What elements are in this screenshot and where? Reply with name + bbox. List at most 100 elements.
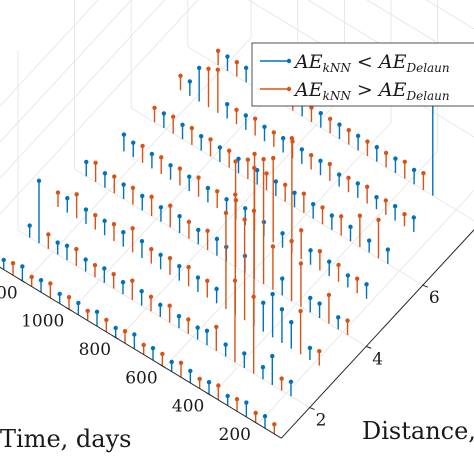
stem-marker-knn_lower — [329, 213, 335, 218]
stem-marker-knn_lower — [280, 276, 285, 281]
stem-marker-knn_lower — [411, 215, 417, 220]
stem-marker-knn_higher — [346, 175, 351, 181]
stem-marker-knn_lower — [337, 122, 342, 127]
y-tick-label: 2 — [316, 411, 327, 431]
stem-marker-knn_higher — [130, 185, 136, 191]
y-tick-label: 6 — [429, 288, 440, 308]
y-tick-label: 4 — [372, 349, 383, 369]
stem-marker-knn_lower — [83, 257, 88, 262]
stem-marker-knn_lower — [242, 351, 247, 356]
stem-marker-knn_higher — [29, 274, 34, 280]
stem-marker-knn_higher — [355, 276, 360, 281]
stem-marker-knn_lower — [288, 379, 294, 385]
stem-marker-knn_higher — [402, 212, 407, 217]
stem-marker-knn_lower — [270, 291, 275, 297]
floor-grid-distance-line — [130, 107, 424, 286]
stem-marker-knn_lower — [102, 218, 107, 224]
stem-marker-knn_higher — [167, 255, 173, 261]
stem-marker-knn_higher — [261, 157, 266, 162]
stem-marker-knn_higher — [402, 159, 407, 165]
stem-marker-knn_higher — [177, 166, 183, 171]
y-axis-tick — [309, 407, 315, 411]
stem-marker-knn_lower — [262, 414, 268, 419]
stem-marker-knn_higher — [320, 205, 325, 210]
stem-marker-knn_higher — [215, 48, 221, 54]
stem-marker-knn_higher — [215, 67, 221, 72]
stem-marker-knn_lower — [1, 257, 6, 263]
x-axis-tick — [252, 420, 259, 425]
stem-marker-knn_lower — [236, 156, 241, 162]
stem-marker-knn_lower — [196, 227, 201, 233]
stem-marker-knn_higher — [245, 157, 251, 162]
stem-marker-knn_lower — [318, 158, 323, 164]
stem-marker-knn_higher — [92, 263, 98, 268]
stem-marker-knn_lower — [214, 286, 219, 292]
stem-marker-knn_lower — [177, 264, 182, 269]
stem-marker-knn_lower — [243, 65, 249, 71]
stem-marker-knn_lower — [364, 282, 369, 287]
stem-marker-knn_lower — [374, 145, 379, 150]
stem-marker-knn_higher — [208, 137, 213, 142]
stem-marker-knn_higher — [271, 155, 276, 161]
stem-marker-knn_lower — [84, 159, 89, 165]
legend-box — [251, 42, 474, 107]
stem-marker-knn_lower — [336, 315, 341, 320]
legend-label-knn-higher: AEkNN > AEDelaun — [293, 79, 450, 103]
stem-marker-knn_lower — [224, 101, 230, 107]
stem-marker-knn_higher — [317, 249, 323, 254]
stem-marker-knn_higher — [223, 210, 229, 216]
stem-marker-knn_lower — [139, 238, 145, 244]
stem-marker-knn_lower — [204, 328, 210, 334]
stem-marker-knn_lower — [195, 325, 200, 330]
stem-marker-knn_lower — [279, 307, 285, 312]
stem-marker-knn_lower — [280, 135, 286, 141]
stem-marker-knn_higher — [148, 294, 154, 300]
stem-marker-knn_lower — [261, 300, 266, 306]
y-axis-line — [280, 229, 474, 439]
stem-marker-knn_higher — [251, 208, 257, 213]
stem-marker-knn_higher — [357, 213, 363, 218]
stem-marker-knn_lower — [20, 264, 25, 269]
x-tick-label: 800 — [79, 340, 111, 360]
stem-marker-knn_lower — [318, 111, 323, 116]
wall-grid-height-line — [0, 0, 474, 107]
stem-marker-knn_lower — [161, 111, 167, 116]
stem-marker-knn_higher — [167, 303, 172, 308]
x-axis-title: Time, days — [0, 425, 131, 453]
stem-marker-knn_higher — [298, 261, 304, 266]
stem-marker-knn_higher — [216, 383, 221, 388]
stem-marker-knn_lower — [270, 353, 275, 359]
stem-marker-knn_higher — [189, 125, 195, 131]
stem-marker-knn_lower — [187, 174, 192, 179]
stem-marker-knn_higher — [309, 105, 314, 110]
stem-marker-knn_higher — [140, 143, 145, 149]
stem-marker-knn_higher — [205, 228, 210, 234]
stem-marker-knn_lower — [310, 201, 316, 207]
x-tick-label: 600 — [125, 368, 157, 388]
stem-marker-knn_lower — [187, 79, 193, 84]
stem-marker-knn_higher — [215, 189, 220, 194]
stem-marker-knn_lower — [36, 178, 42, 183]
stem-marker-knn_lower — [243, 113, 249, 118]
stem-marker-knn_lower — [94, 309, 100, 315]
floor-grid-time-line — [211, 150, 439, 396]
stem-marker-knn_lower — [308, 295, 313, 301]
x-axis-tick — [66, 307, 72, 312]
stem-marker-knn_higher — [178, 73, 183, 78]
stem-marker-knn_higher — [10, 261, 16, 266]
floor-grid-time-line — [24, 37, 252, 283]
stem-marker-knn_lower — [65, 195, 70, 201]
stem-marker-knn_higher — [122, 329, 128, 334]
stem-marker-knn_higher — [55, 190, 61, 195]
stem-marker-knn_higher — [234, 107, 239, 113]
stem-marker-knn_higher — [186, 219, 192, 225]
x-axis-tick — [19, 278, 25, 283]
stem-marker-knn_higher — [46, 232, 51, 237]
stem-marker-knn_higher — [346, 128, 351, 133]
stem-marker-knn_lower — [308, 248, 313, 253]
stem-marker-knn_higher — [206, 66, 211, 72]
stem-marker-knn_lower — [38, 278, 44, 283]
stem-marker-knn_higher — [74, 192, 79, 197]
floor-grid-time-line — [117, 93, 345, 340]
stem-marker-knn_lower — [177, 214, 182, 219]
